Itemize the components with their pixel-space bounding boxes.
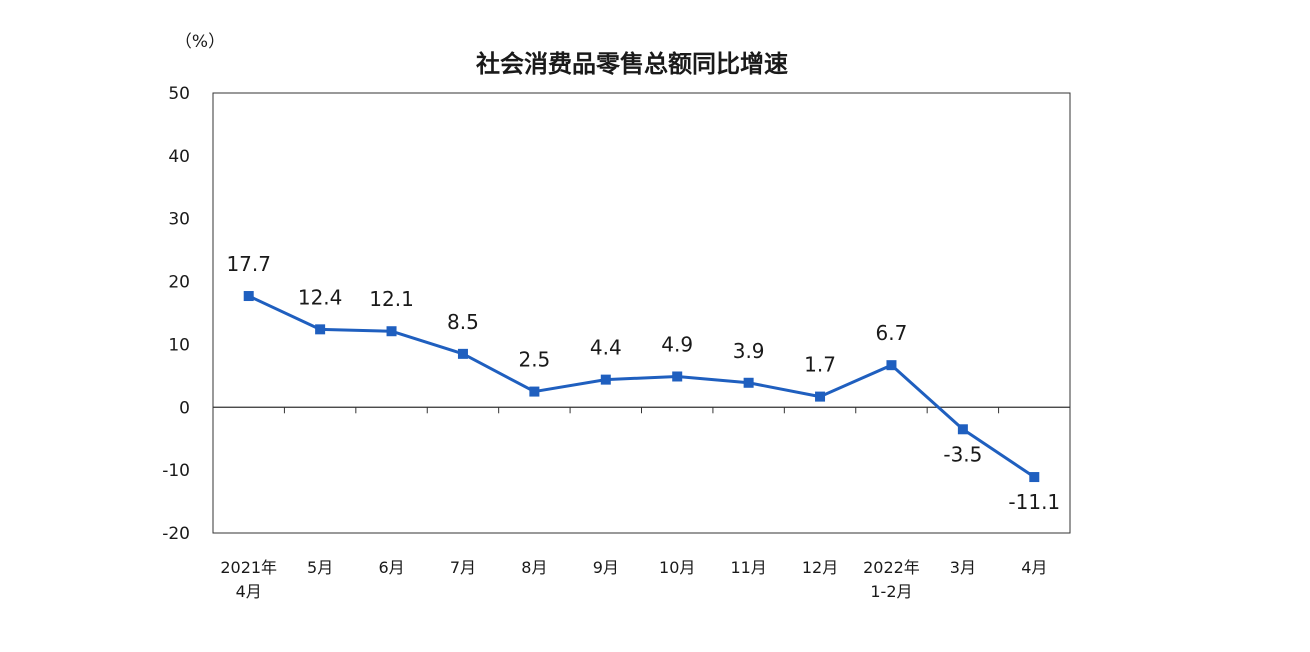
data-label: 6.7 [876, 321, 908, 345]
data-point [1029, 472, 1040, 483]
x-tick-label: 10月 [659, 558, 695, 577]
data-point [672, 371, 683, 382]
x-tick-label: 7月 [450, 558, 476, 577]
data-point [600, 374, 611, 385]
data-label: -3.5 [943, 442, 982, 466]
y-tick-label: -20 [162, 524, 190, 544]
x-tick-label: 2021年 4月 [220, 558, 277, 601]
data-label: 2.5 [518, 348, 550, 372]
x-ticks: 2021年 4月 5月 6月 7月 8月 9月 10月 11月 12月 2022年 1-2月 3月 4月 [220, 558, 1047, 601]
data-label: -11.1 [1008, 490, 1060, 514]
y-ticks: 50 40 30 20 10 0 -10 -20 [162, 84, 190, 544]
data-label: 17.7 [226, 252, 271, 276]
data-label: 8.5 [447, 310, 479, 334]
x-tick-label: 8月 [521, 558, 547, 577]
data-label: 3.9 [733, 339, 765, 363]
x-tick-label: 12月 [802, 558, 838, 577]
x-tick-label: 9月 [593, 558, 619, 577]
data-point [386, 326, 397, 337]
series [243, 291, 1040, 483]
y-unit-label: （%） [175, 32, 225, 52]
data-label: 4.4 [590, 336, 622, 360]
data-point [243, 291, 254, 302]
data-point [457, 348, 468, 359]
y-tick-label: 40 [168, 147, 190, 167]
y-tick-label: 0 [179, 398, 190, 418]
chart-title: 社会消费品零售总额同比增速 [476, 50, 788, 78]
data-point [886, 360, 897, 371]
data-label: 4.9 [661, 332, 693, 356]
data-label: 1.7 [804, 353, 836, 377]
y-tick-label: 10 [168, 335, 190, 355]
axes [213, 406, 1070, 414]
x-tick-label: 2022年 1-2月 [863, 558, 920, 601]
x-tick-label: 11月 [730, 558, 766, 577]
series-line [248, 294, 1036, 479]
data-label: 12.1 [369, 287, 414, 311]
data-labels: 17.7 12.4 12.1 8.5 2.5 4.4 4.9 3.9 1.7 6.7 -3.5 -11… [226, 252, 1060, 514]
x-tick-label: 4月 [1021, 558, 1047, 577]
y-tick-label: 30 [168, 210, 190, 230]
y-tick-label: 50 [168, 84, 190, 104]
y-tick-label: 20 [168, 273, 190, 293]
data-point [315, 324, 326, 335]
data-point [743, 377, 754, 388]
y-tick-label: -10 [162, 461, 190, 481]
data-label: 12.4 [298, 285, 343, 309]
plot-area [212, 92, 1071, 534]
data-point [957, 424, 968, 435]
data-point [529, 386, 540, 397]
data-point [815, 391, 826, 402]
x-tick-label: 5月 [307, 558, 333, 577]
x-tick-label: 3月 [950, 558, 976, 577]
x-tick-label: 6月 [378, 558, 404, 577]
